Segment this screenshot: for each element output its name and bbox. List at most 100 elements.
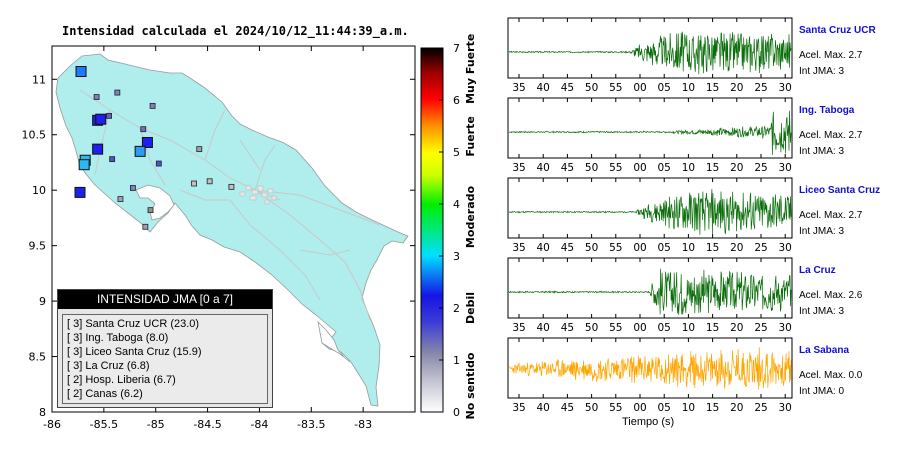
map-x-tick-label: -83.5: [297, 418, 325, 431]
seismogram-trace: [508, 268, 792, 315]
seismogram-tick-label: 40: [537, 162, 550, 174]
seismogram-tick-label: 55: [609, 82, 622, 94]
station-marker-minor[interactable]: [155, 160, 162, 167]
seismogram-tick-label: 00: [633, 162, 646, 174]
station-intensity: Int JMA: 3: [799, 226, 844, 237]
seismogram-tick-label: 30: [779, 82, 792, 94]
station-name[interactable]: Liceo Santa Cruz: [799, 185, 880, 196]
station-marker-minor[interactable]: [149, 102, 156, 109]
seismogram-tick-label: 20: [730, 242, 743, 254]
seismogram-tick-label: 15: [706, 402, 719, 414]
seismogram-tick-label: 55: [609, 162, 622, 174]
seismogram-tick-label: 25: [754, 162, 767, 174]
station-marker[interactable]: [92, 143, 104, 155]
station-marker-minor[interactable]: [93, 94, 100, 100]
legend-item: [ 2] Canas (6.2): [67, 388, 143, 400]
seismogram-tick-label: 00: [633, 402, 646, 414]
legend-item: [ 3] Santa Cruz UCR (23.0): [67, 318, 200, 330]
station-marker[interactable]: [75, 66, 87, 78]
station-marker-minor[interactable]: [129, 185, 136, 191]
map-y-tick-label: 10.5: [22, 129, 47, 142]
seismogram-tick-label: 15: [706, 82, 719, 94]
seismogram-tick-label: 10: [682, 242, 695, 254]
map-y-tick-label: 9.5: [29, 240, 47, 253]
station-marker-minor[interactable]: [228, 183, 235, 190]
station-accel: Acel. Max. 2.7: [799, 50, 863, 61]
station-marker[interactable]: [95, 113, 107, 125]
seismogram-panel: 35 40 45 50 55 00 05 10 15 20 25 30 La Cruz Acel. Max…: [507, 257, 863, 334]
seismogram-panel: 35 40 45 50 55 00 05 10 15 20 25 30 Ing. Taboga Acel.…: [507, 97, 863, 174]
seismogram-tick-label: 40: [537, 82, 550, 94]
seismogram-tick-label: 30: [779, 162, 792, 174]
station-intensity: Int JMA: 3: [799, 146, 844, 157]
golfo-dulce: [317, 320, 351, 363]
seismogram-frame: [507, 257, 793, 319]
seismogram-panel: 35 40 45 50 55 00 05 10 15 20 25 30 Liceo Santa Cruz…: [507, 177, 880, 254]
seismogram-tick-label: 50: [585, 402, 598, 414]
seismogram-tick-label: 30: [779, 242, 792, 254]
station-name[interactable]: Ing. Taboga: [799, 105, 855, 116]
legend-item: [ 3] Liceo Santa Cruz (15.9): [67, 346, 202, 358]
seismogram-tick-label: 20: [730, 402, 743, 414]
station-intensity: Int JMA: 3: [799, 306, 844, 317]
gulf-of-nicoya: [135, 184, 175, 221]
station-intensity: Int JMA: 3: [799, 66, 844, 77]
seismogram-frame: [507, 97, 793, 159]
seismogram-tick-label: 50: [585, 322, 598, 334]
seismogram-tick-label: 30: [779, 402, 792, 414]
map-x-tick-label: -85.5: [90, 418, 118, 431]
station-marker-minor[interactable]: [109, 156, 116, 163]
seismogram-tick-label: 40: [537, 322, 550, 334]
seismogram-tick-label: 10: [682, 82, 695, 94]
station-name[interactable]: Santa Cruz UCR: [799, 25, 876, 36]
station-marker-minor[interactable]: [206, 178, 213, 185]
map-y-tick-label: 8: [39, 406, 46, 419]
seismogram-tick-label: 20: [730, 322, 743, 334]
legend-item: [ 2] Hosp. Liberia (6.7): [67, 374, 176, 386]
seismogram-trace: [508, 31, 792, 75]
map-x-tick-label: -84: [250, 418, 268, 431]
station-marker[interactable]: [78, 159, 90, 171]
seismogram-tick-label: 35: [512, 242, 525, 254]
seismogram-tick-label: 15: [706, 162, 719, 174]
seismogram-tick-label: 45: [561, 82, 574, 94]
station-marker-minor[interactable]: [117, 196, 124, 202]
station-marker-minor[interactable]: [140, 126, 147, 133]
station-marker-minor[interactable]: [196, 146, 203, 153]
station-marker-minor[interactable]: [106, 112, 112, 119]
station-name[interactable]: La Sabana: [799, 345, 849, 356]
map-x-tick-label: -86: [43, 418, 61, 431]
station-marker-minor[interactable]: [191, 180, 197, 187]
station-marker-minor[interactable]: [114, 89, 121, 96]
seismogram-tick-label: 10: [682, 162, 695, 174]
chart-title: Intensidad calculada el 2024/10/12_11:44…: [62, 24, 409, 38]
seismogram-trace: [508, 347, 792, 390]
station-marker[interactable]: [74, 186, 86, 198]
seismogram-tick-label: 05: [658, 402, 671, 414]
map-y-tick-label: 11: [32, 73, 46, 86]
seismogram-tick-label: 35: [512, 82, 525, 94]
seismogram-panel: 35 40 45 50 55 00 05 10 15 20 25 30 La Sabana Acel. M…: [507, 337, 863, 414]
station-marker-minor[interactable]: [147, 207, 154, 214]
seismogram-tick-label: 05: [658, 162, 671, 174]
seismogram-tick-label: 20: [730, 82, 743, 94]
seismogram-tick-label: 05: [658, 242, 671, 254]
seismogram-tick-label: 50: [585, 242, 598, 254]
station-marker[interactable]: [141, 136, 153, 148]
station-name[interactable]: La Cruz: [799, 265, 836, 276]
seismogram-tick-label: 35: [512, 402, 525, 414]
map-y-tick-label: 8.5: [29, 351, 47, 364]
station-accel: Acel. Max. 2.7: [799, 130, 863, 141]
legend-item: [ 3] La Cruz (6.8): [67, 360, 150, 372]
seismogram-tick-label: 25: [754, 322, 767, 334]
seismogram-tick-label: 30: [779, 322, 792, 334]
seismogram-tick-label: 00: [633, 322, 646, 334]
seismogram-frame: [507, 17, 793, 79]
station-marker[interactable]: [134, 145, 146, 157]
seismogram-tick-label: 05: [658, 82, 671, 94]
seismogram-tick-label: 15: [706, 322, 719, 334]
seismogram-tick-label: 10: [682, 402, 695, 414]
station-marker-minor[interactable]: [142, 223, 149, 230]
legend-item: [ 3] Ing. Taboga (8.0): [67, 332, 169, 344]
